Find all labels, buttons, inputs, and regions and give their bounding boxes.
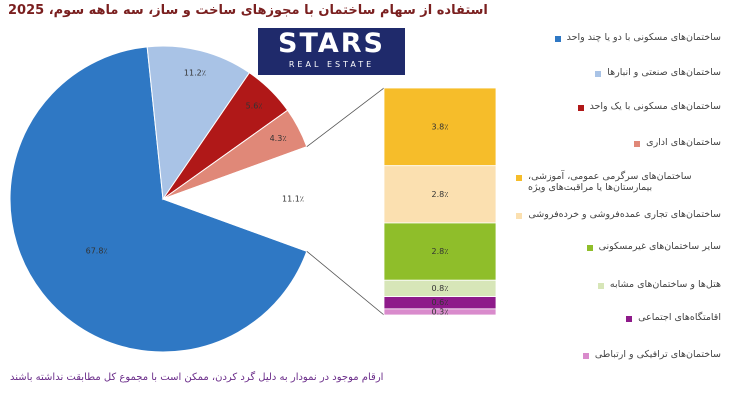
legend-swatch <box>595 71 602 77</box>
legend-item: ساختمان‌های تجاری عمده‌فروشی و خرده‌فروش… <box>516 209 721 220</box>
logo-subtext: REAL ESTATE <box>288 60 375 69</box>
bar-label: 0.8٪ <box>431 284 448 293</box>
pie-label: 67.8٪ <box>86 246 108 255</box>
legend-swatch <box>586 245 593 251</box>
legend-label: ساختمان‌های اداری <box>646 137 721 148</box>
bar-segment <box>383 308 497 316</box>
logo-text: STARS <box>278 28 385 59</box>
bar-label: 3.8٪ <box>431 122 448 131</box>
pie-slice <box>9 46 308 353</box>
chart-title: استفاده از سهام ساختمان با مجوزهای ساخت … <box>8 3 488 18</box>
pie-label: 4.3٪ <box>270 134 287 143</box>
legend-swatch <box>516 213 523 219</box>
bar-label: 2.8٪ <box>431 247 448 256</box>
legend-swatch <box>626 316 633 322</box>
legend-item: هتل‌ها و ساختمان‌های مشابه <box>516 279 721 290</box>
pie-slice <box>161 146 317 252</box>
bar-label: 0.3٪ <box>431 307 448 316</box>
legend-label: ساختمان‌های ترافیکی و ارتباطی <box>594 349 721 360</box>
bar-label: 2.8٪ <box>431 190 448 199</box>
pie-label: 11.1٪ <box>282 195 304 204</box>
connector <box>306 250 385 316</box>
legend-label: ساختمان‌های تجاری عمده‌فروشی و خرده‌فروش… <box>528 209 721 220</box>
legend-swatch <box>582 353 589 359</box>
legend-item: ساختمان‌های صنعتی و انبارها <box>516 67 721 78</box>
legend-swatch <box>516 175 522 181</box>
legend-item: ساختمان‌های اداری <box>516 137 721 148</box>
legend-label: هتل‌ها و ساختمان‌های مشابه <box>609 279 721 290</box>
legend-label: ساختمان‌های مسکونی با دو یا چند واحد <box>566 32 721 43</box>
footnote: ارقام موجود در نمودار به دلیل گرد کردن، … <box>10 372 384 383</box>
bar-segment <box>383 222 497 281</box>
legend-swatch <box>634 141 641 147</box>
legend-label: ساختمان‌های مسکونی با یک واحد <box>589 101 721 112</box>
pie-label: 11.2٪ <box>184 68 206 77</box>
legend-item: ساختمان‌های مسکونی با یک واحد <box>516 101 721 112</box>
legend-label: ساختمان‌های سرگرمی عمومی، آموزشی، بیمارس… <box>528 171 692 193</box>
bar-segment <box>383 165 497 224</box>
bar-label: 0.6٪ <box>431 298 448 307</box>
logo: STARS REAL ESTATE <box>258 28 405 75</box>
pie-slice <box>146 45 251 201</box>
legend-item: ساختمان‌های مسکونی با دو یا چند واحد <box>516 32 721 43</box>
legend-label: اقامتگاه‌های اجتماعی <box>638 312 721 323</box>
legend-swatch <box>597 283 604 289</box>
legend-item: ساختمان‌های سرگرمی عمومی، آموزشی، بیمارس… <box>516 171 721 193</box>
pie-label: 5.6٪ <box>246 102 263 111</box>
legend-swatch <box>554 36 561 42</box>
legend-label: سایر ساختمان‌های غیرمسکونی <box>598 241 721 252</box>
legend-item: سایر ساختمان‌های غیرمسکونی <box>516 241 721 252</box>
legend-item: ساختمان‌های ترافیکی و ارتباطی <box>516 349 721 360</box>
connector <box>306 87 385 148</box>
legend-swatch <box>577 105 584 111</box>
legend-item: اقامتگاه‌های اجتماعی <box>516 312 721 323</box>
legend-label: ساختمان‌های صنعتی و انبارها <box>607 67 721 78</box>
